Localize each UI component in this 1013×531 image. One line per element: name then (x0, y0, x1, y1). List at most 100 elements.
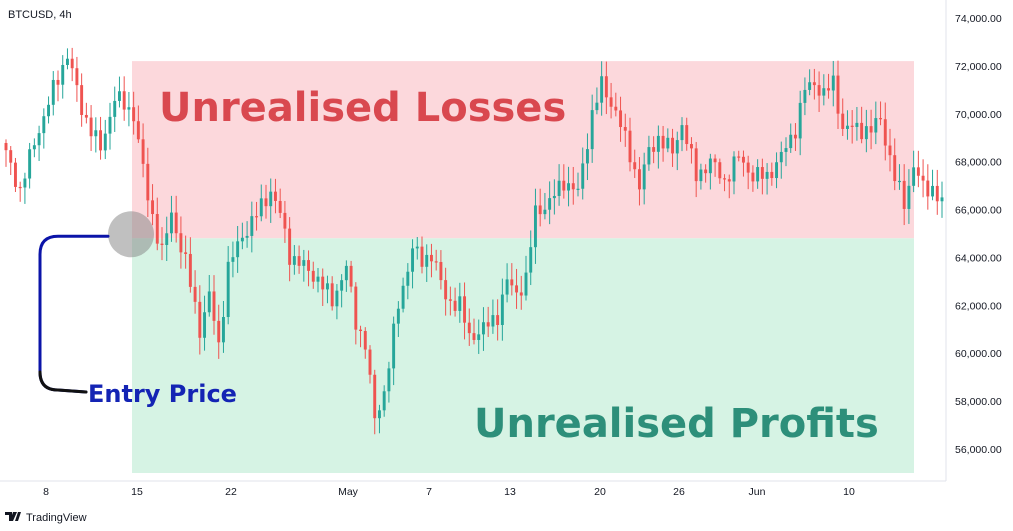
candle-body (931, 185, 935, 197)
candle-body (897, 180, 901, 183)
candle-body (576, 188, 580, 190)
candle-body (855, 122, 859, 127)
candle-body (212, 291, 216, 321)
candle-body (302, 260, 306, 266)
candle-body (585, 149, 589, 164)
candle-body (647, 147, 651, 165)
candle-body (349, 265, 353, 287)
candle-body (61, 64, 65, 85)
candle-body (13, 162, 17, 187)
candle-body (392, 323, 396, 369)
candle-body (368, 349, 372, 375)
candle-body (633, 162, 637, 170)
y-tick-label: 66,000.00 (955, 205, 1002, 217)
candle-body (727, 179, 731, 182)
candle-body (746, 162, 750, 173)
candle-body (869, 126, 873, 133)
x-axis-ticks: 8 15 22 May 7 13 20 26 Jun 10 (43, 486, 855, 498)
candle-body (552, 195, 556, 199)
candle-body (340, 280, 344, 291)
candle-body (756, 167, 760, 182)
candle-body (472, 333, 476, 340)
candle-body (694, 148, 698, 182)
candle-body (543, 209, 547, 215)
y-tick-label: 70,000.00 (955, 109, 1002, 121)
candle-body (297, 256, 301, 266)
candle-body (926, 180, 930, 197)
candle-body (708, 158, 712, 174)
candle-body (562, 180, 566, 191)
candle-body (127, 107, 131, 110)
candle-body (666, 137, 670, 149)
candle-body (18, 186, 22, 189)
candle-body (283, 212, 287, 229)
candle-body (108, 116, 112, 134)
y-tick-label: 74,000.00 (955, 13, 1002, 25)
candle-body (619, 110, 623, 128)
candle-body (245, 235, 249, 238)
x-tick-label: May (338, 486, 359, 498)
candle-body (808, 82, 812, 90)
candle-body (415, 246, 419, 249)
candle-body (510, 279, 514, 286)
candle-body (23, 178, 27, 188)
candle-body (359, 329, 363, 331)
candle-body (874, 118, 878, 133)
candle-body (113, 100, 117, 117)
unrealised-losses-label: Unrealised Losses (159, 85, 566, 131)
candle-body (642, 164, 646, 190)
candle-body (581, 163, 585, 189)
candle-body (434, 261, 438, 263)
candle-body (793, 134, 797, 139)
candle-body (278, 200, 282, 213)
candle-body (236, 241, 240, 258)
candle-body (311, 270, 315, 282)
candle-body (188, 253, 192, 287)
candle-body (789, 134, 793, 149)
candle-body (893, 155, 897, 182)
candle-body (718, 162, 722, 179)
candle-body (444, 280, 448, 300)
candle-body (193, 286, 197, 302)
candle-body (571, 183, 575, 190)
candle-body (80, 85, 84, 115)
y-tick-label: 60,000.00 (955, 348, 1002, 360)
candle-body (831, 75, 835, 91)
y-axis-ticks: 74,000.00 72,000.00 70,000.00 68,000.00 66,0… (955, 13, 1002, 456)
candle-body (860, 122, 864, 140)
x-tick-label: 13 (504, 486, 516, 498)
entry-price-marker (108, 211, 154, 258)
candle-body (146, 163, 150, 201)
candle-body (250, 216, 254, 236)
candle-body (56, 79, 60, 85)
candle-body (387, 368, 391, 392)
candle-body (117, 91, 121, 101)
candle-body (515, 285, 519, 293)
candle-body (751, 172, 755, 182)
candle-body (879, 118, 883, 120)
symbol-label: BTCUSD, 4h (8, 9, 72, 21)
candle-body (883, 119, 887, 146)
candle-body (151, 200, 155, 215)
candle-body (273, 191, 277, 201)
candle-body (203, 312, 207, 338)
candle-body (221, 317, 225, 343)
candle-body (529, 247, 533, 273)
x-tick-label: Jun (749, 486, 766, 498)
candle-body (425, 254, 429, 267)
candle-body (37, 133, 41, 146)
candle-body (141, 139, 145, 164)
candle-body (94, 130, 98, 137)
candle-body (916, 167, 920, 176)
tradingview-watermark: TradingView (26, 512, 87, 524)
candle-body (42, 116, 46, 134)
unrealised-profits-zone (132, 238, 914, 473)
candle-body (47, 104, 51, 117)
x-tick-label: 20 (594, 486, 606, 498)
candlestick-series (4, 47, 944, 435)
candle-body (822, 88, 826, 96)
candle-body (888, 145, 892, 156)
candle-body (179, 233, 183, 253)
candle-body (330, 283, 334, 307)
